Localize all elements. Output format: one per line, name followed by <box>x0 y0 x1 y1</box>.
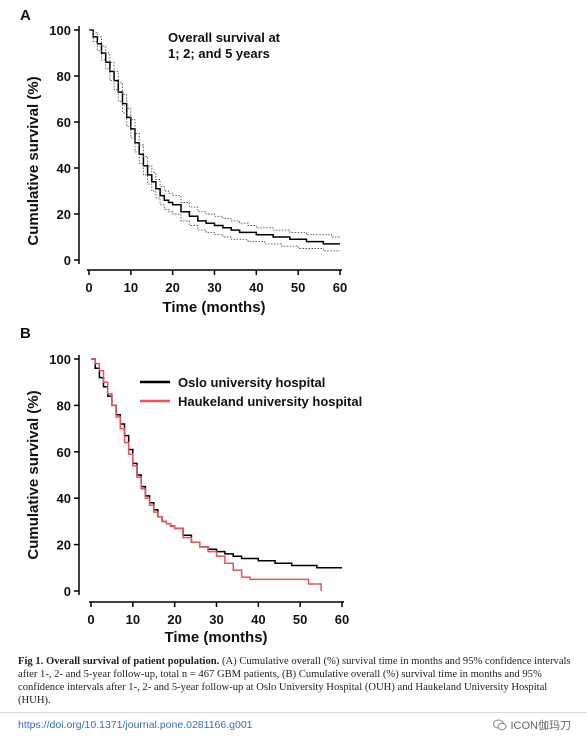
chart-panel-b: B 0 20 40 60 80 100 0 10 20 30 40 50 60 Oslo univers… <box>0 322 587 652</box>
chart-b-x-tick-label: 20 <box>167 612 181 627</box>
chart-a-series-ci-2-line <box>89 29 340 252</box>
chart-a-x-tick-label: 40 <box>249 280 263 295</box>
chart-b-x-tick-label: 0 <box>87 612 94 627</box>
chart-a-x-tick-label: 50 <box>291 280 305 295</box>
chart-a-y-tick-label: 60 <box>57 115 71 130</box>
chart-panel-a: A 0 20 40 60 80 100 0 10 20 30 40 50 60 Overall surv… <box>0 0 587 325</box>
chart-b-y-tick-label: 80 <box>57 398 71 413</box>
legend-label-haukeland: Haukeland university hospital <box>178 394 362 409</box>
chart-b-y-tick-label: 20 <box>57 538 71 553</box>
chart-b-legend: Oslo university hospital Haukeland unive… <box>140 375 362 409</box>
chart-a-x-tick-label: 10 <box>124 280 138 295</box>
chart-a-y-tick-label: 40 <box>57 161 71 176</box>
chart-a-annotation-line-1: Overall survival at <box>168 30 281 45</box>
chart-a-svg: A 0 20 40 60 80 100 0 10 20 30 40 50 60 Overall surv… <box>20 7 347 316</box>
chart-b-y-tick-label: 100 <box>49 352 71 367</box>
chart-b-y-tick-label: 60 <box>57 445 71 460</box>
panel-letter-a: A <box>20 7 31 24</box>
chart-b-marks <box>91 358 342 591</box>
chart-a-y-tick-label: 0 <box>64 253 71 268</box>
watermark: ICON伽玛刀 <box>492 717 572 733</box>
chart-b-x-axis-label: Time (months) <box>164 629 267 646</box>
chart-a-x-tick-label: 30 <box>207 280 221 295</box>
chart-a-series-survival-line <box>89 29 340 245</box>
chart-b-series-haukeland-university-hospital-line <box>91 358 322 591</box>
chart-b-x-tick-label: 50 <box>293 612 307 627</box>
chart-a-y-tick-label: 80 <box>57 69 71 84</box>
chart-b-y-tick-label: 0 <box>64 584 71 599</box>
chart-b-x-tick-label: 30 <box>209 612 223 627</box>
chart-a-y-axis-label: Cumulative survival (%) <box>25 76 42 245</box>
footer: https://doi.org/10.1371/journal.pone.028… <box>0 712 587 737</box>
chart-a-y-tick-label: 20 <box>57 207 71 222</box>
figure-caption: Fig 1. Overall survival of patient popul… <box>18 655 573 707</box>
chart-b-x-tick-label: 10 <box>126 612 140 627</box>
doi-link[interactable]: https://doi.org/10.1371/journal.pone.028… <box>18 719 253 731</box>
chart-a-marks <box>89 29 340 252</box>
chart-a-x-axis-label: Time (months) <box>162 299 265 316</box>
chart-b-axes: 0 20 40 60 80 100 0 10 20 30 40 50 60 <box>49 352 349 627</box>
watermark-text: ICON伽玛刀 <box>510 720 572 732</box>
chart-a-y-tick-label: 100 <box>49 23 71 38</box>
wechat-icon <box>492 719 506 731</box>
chart-b-series-oslo-university-hospital-line <box>91 358 342 569</box>
caption-title: Overall survival of patient population. <box>45 656 220 667</box>
chart-b-svg: B 0 20 40 60 80 100 0 10 20 30 40 50 60 Oslo univers… <box>20 325 362 646</box>
panel-letter-b: B <box>20 325 31 342</box>
chart-a-axes: 0 20 40 60 80 100 0 10 20 30 40 50 60 <box>49 23 347 295</box>
caption-label: Fig 1. <box>18 656 44 667</box>
chart-a-x-tick-label: 60 <box>333 280 347 295</box>
chart-a-annotation-line-2: 1; 2; and 5 years <box>168 46 270 61</box>
caption-text: (A) Cumulative overall (%) survival time… <box>18 656 571 706</box>
chart-a-series-ci-1-line <box>89 29 340 238</box>
legend-label-oslo: Oslo university hospital <box>178 375 325 390</box>
chart-b-y-axis-label: Cumulative survival (%) <box>25 390 42 559</box>
chart-b-y-tick-label: 40 <box>57 491 71 506</box>
chart-a-x-tick-label: 20 <box>165 280 179 295</box>
chart-b-x-tick-label: 60 <box>335 612 349 627</box>
chart-a-x-tick-label: 0 <box>85 280 92 295</box>
chart-b-x-tick-label: 40 <box>251 612 265 627</box>
